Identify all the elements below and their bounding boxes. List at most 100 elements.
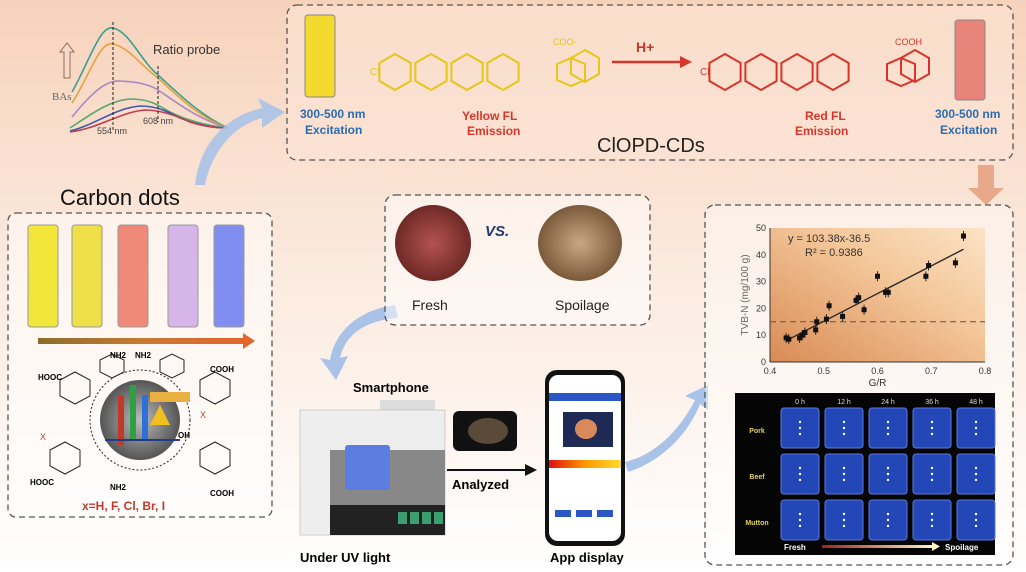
spectrum-title: Ratio probe <box>153 42 220 57</box>
data-point <box>814 319 820 325</box>
coo-label: COO- <box>553 37 577 47</box>
time-label: 48 h <box>969 399 983 406</box>
sample-spot <box>930 432 934 436</box>
y-tick-label: 30 <box>756 277 766 287</box>
sample-spot <box>930 426 934 430</box>
red-emission-label: Emission <box>795 124 848 138</box>
x-axis-label: G/R <box>869 378 887 389</box>
down-arrow-icon <box>968 165 1004 205</box>
sample-spot <box>798 524 802 528</box>
acid-label: H+ <box>636 39 654 55</box>
curved-arrow-icon <box>320 305 398 380</box>
sample-spot <box>930 420 934 424</box>
y-axis-label: TVB-N (mg/100 g) <box>740 254 751 335</box>
sample-spot <box>798 420 802 424</box>
time-label: 12 h <box>837 399 851 406</box>
x-tick-label: 0.5 <box>817 366 830 376</box>
tvbn-scatter-chart: 0.4 0.5 0.6 0.7 0.8 0 10 20 30 40 50 G/R TVB-N (mg/1… <box>740 223 991 389</box>
ring <box>450 52 484 92</box>
data-point <box>802 330 808 336</box>
x-tick-label: 0.7 <box>925 366 938 376</box>
data-point <box>853 297 859 303</box>
x-label: X <box>40 432 46 442</box>
sample-spot <box>930 472 934 476</box>
ring <box>780 52 814 92</box>
sample-spot <box>842 466 846 470</box>
sample-spot <box>930 512 934 516</box>
sample-spot <box>974 420 978 424</box>
red-emission-label: Red FL <box>805 109 846 123</box>
fresh-meat-image <box>395 205 471 281</box>
sample-spot <box>974 472 978 476</box>
time-label: 36 h <box>925 399 939 406</box>
data-point <box>813 327 819 333</box>
sample-spot <box>974 478 978 482</box>
sample-spot <box>930 466 934 470</box>
sample-spot <box>886 426 890 430</box>
sample-spot <box>974 426 978 430</box>
analyzed-label: Analyzed <box>452 477 509 492</box>
sample-spot <box>842 518 846 522</box>
sample-spot <box>798 472 802 476</box>
left-excitation-label: Excitation <box>305 123 362 137</box>
data-point <box>799 332 805 338</box>
ring <box>570 48 600 84</box>
meat-label: Beef <box>749 474 765 481</box>
cooh-label: COOH <box>210 365 234 374</box>
y-tick-label: 10 <box>756 330 766 340</box>
meat-label: Mutton <box>745 520 768 527</box>
data-point <box>826 303 832 309</box>
y-tick-label: 20 <box>756 303 766 313</box>
data-point <box>783 335 789 341</box>
sample-spot <box>842 472 846 476</box>
sample-spot <box>842 478 846 482</box>
cl-label: Cl <box>370 67 379 78</box>
y-tick-label: 50 <box>756 223 766 233</box>
ring <box>816 52 850 92</box>
probe-name: ClOPD-CDs <box>597 135 705 157</box>
gradient-arrow <box>38 338 243 344</box>
ring <box>900 48 930 84</box>
sample-spot <box>798 466 802 470</box>
arrow-head-icon <box>525 464 537 476</box>
sample-spot <box>798 512 802 516</box>
analyte-label: BAs <box>52 91 72 103</box>
data-point <box>840 313 846 319</box>
vial <box>27 224 59 328</box>
data-point <box>952 260 958 266</box>
vial-row <box>27 224 245 328</box>
hooc-label: HOOC <box>30 478 54 487</box>
uv-device <box>299 400 446 536</box>
sample-spot <box>930 524 934 528</box>
right-excitation-label: 300-500 nm <box>935 107 1000 121</box>
x-tick-label: 0.6 <box>871 366 884 376</box>
carbon-dot-structure <box>49 353 231 475</box>
sample-spot <box>886 478 890 482</box>
grid-background <box>735 393 995 555</box>
sample-spot <box>886 524 890 528</box>
carbon-dots-label: Carbon dots <box>60 185 180 210</box>
data-point <box>961 233 966 239</box>
red-molecule <box>708 48 930 92</box>
data-point <box>883 289 889 295</box>
spoilage-label: Spoilage <box>945 543 979 552</box>
sample-spot <box>886 518 890 522</box>
sample-spot <box>842 420 846 424</box>
vial <box>117 224 149 328</box>
ring <box>486 52 520 92</box>
sample-spot <box>930 478 934 482</box>
yellow-emission-label: Yellow FL <box>462 109 517 123</box>
arrow-head-icon <box>680 56 692 68</box>
red-vial <box>954 19 986 101</box>
data-point <box>926 263 932 269</box>
spoilage-label: Spoilage <box>555 297 610 313</box>
fit-equation: y = 103.38x-36.5 <box>788 233 870 245</box>
sample-spot <box>886 472 890 476</box>
sample-spot <box>974 432 978 436</box>
sample-spot <box>974 512 978 516</box>
nh2-label: NH2 <box>110 351 127 360</box>
sample-spot <box>886 432 890 436</box>
nh2-label: NH2 <box>110 483 127 492</box>
left-excitation-label: 300-500 nm <box>300 107 365 121</box>
data-point <box>797 335 803 341</box>
